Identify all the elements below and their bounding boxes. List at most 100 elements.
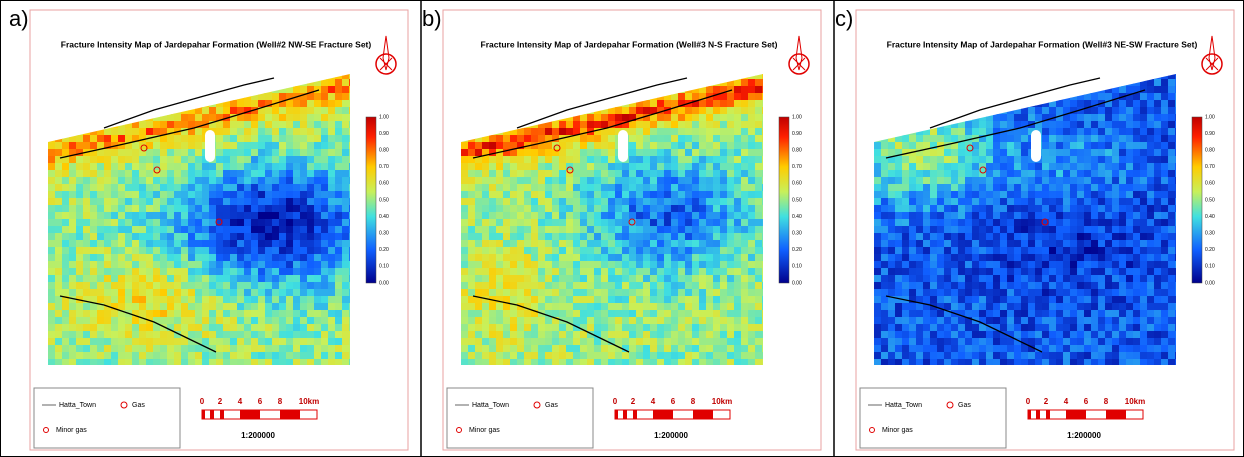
map-cell [685, 303, 693, 311]
map-cell [237, 156, 245, 164]
map-cell [503, 86, 511, 94]
map-cell [496, 198, 504, 206]
map-cell [48, 275, 56, 283]
map-cell [482, 310, 490, 318]
map-cell [930, 149, 938, 157]
map-cell [90, 303, 98, 311]
map-cell [90, 282, 98, 290]
map-cell [265, 107, 273, 115]
map-cell [258, 303, 266, 311]
map-cell [1035, 240, 1043, 248]
map-cell [741, 359, 749, 367]
map-cell [1084, 191, 1092, 199]
map-cell [755, 345, 763, 353]
map-cell [601, 135, 609, 143]
map-cell [685, 177, 693, 185]
map-cell [300, 352, 308, 360]
map-cell [1098, 79, 1106, 87]
map-cell [461, 212, 469, 220]
map-cell [55, 275, 63, 283]
map-cell [559, 331, 567, 339]
map-cell [1154, 93, 1162, 101]
map-cell [601, 345, 609, 353]
map-cell [328, 170, 336, 178]
map-cell [657, 296, 665, 304]
map-cell [496, 100, 504, 108]
map-cell [629, 128, 637, 136]
map-cell [181, 226, 189, 234]
map-cell [629, 296, 637, 304]
map-cell [202, 331, 210, 339]
map-cell [468, 240, 476, 248]
map-cell [496, 107, 504, 115]
map-cell [482, 79, 490, 87]
map-cell [622, 163, 630, 171]
map-cell [650, 149, 658, 157]
map-cell [195, 254, 203, 262]
map-cell [1161, 121, 1169, 129]
map-cell [538, 226, 546, 234]
map-cell [48, 324, 56, 332]
map-cell [1105, 135, 1113, 143]
map-cell [524, 275, 532, 283]
map-cell [720, 114, 728, 122]
map-cell [335, 170, 343, 178]
map-cell [132, 261, 140, 269]
map-cell [111, 247, 119, 255]
map-cell [741, 79, 749, 87]
map-cell [503, 135, 511, 143]
map-cell [468, 317, 476, 325]
map-cell [160, 93, 168, 101]
map-cell [188, 310, 196, 318]
map-cell [895, 233, 903, 241]
map-cell [1161, 79, 1169, 87]
map-cell [475, 100, 483, 108]
map-cell [230, 170, 238, 178]
map-cell [125, 226, 133, 234]
map-cell [1084, 198, 1092, 206]
map-cell [664, 170, 672, 178]
map-cell [1175, 226, 1183, 234]
map-cell [48, 226, 56, 234]
map-cell [461, 303, 469, 311]
map-cell [538, 268, 546, 276]
map-cell [146, 205, 154, 213]
map-cell [279, 331, 287, 339]
map-cell [167, 282, 175, 290]
map-cell [188, 170, 196, 178]
map-cell [727, 317, 735, 325]
map-cell [755, 86, 763, 94]
map-cell [762, 275, 770, 283]
map-cell [1133, 135, 1141, 143]
map-cell [258, 114, 266, 122]
map-cell [279, 205, 287, 213]
map-cell [657, 331, 665, 339]
map-cell [335, 331, 343, 339]
map-cell [328, 142, 336, 150]
map-cell [188, 303, 196, 311]
map-cell [489, 184, 497, 192]
map-cell [132, 247, 140, 255]
map-cell [552, 93, 560, 101]
map-cell [972, 100, 980, 108]
map-cell [146, 233, 154, 241]
map-cell [552, 233, 560, 241]
map-cell [146, 289, 154, 297]
map-cell [916, 79, 924, 87]
map-cell [1126, 142, 1134, 150]
map-cell [930, 226, 938, 234]
map-cell [286, 128, 294, 136]
map-cell [489, 114, 497, 122]
map-cell [874, 233, 882, 241]
map-cell [482, 170, 490, 178]
map-cell [559, 359, 567, 367]
map-cell [755, 142, 763, 150]
map-cell [1084, 86, 1092, 94]
map-cell [482, 289, 490, 297]
map-cell [1049, 93, 1057, 101]
map-cell [1161, 142, 1169, 150]
map-cell [125, 233, 133, 241]
map-cell [671, 163, 679, 171]
map-cell [69, 79, 77, 87]
map-cell [622, 296, 630, 304]
